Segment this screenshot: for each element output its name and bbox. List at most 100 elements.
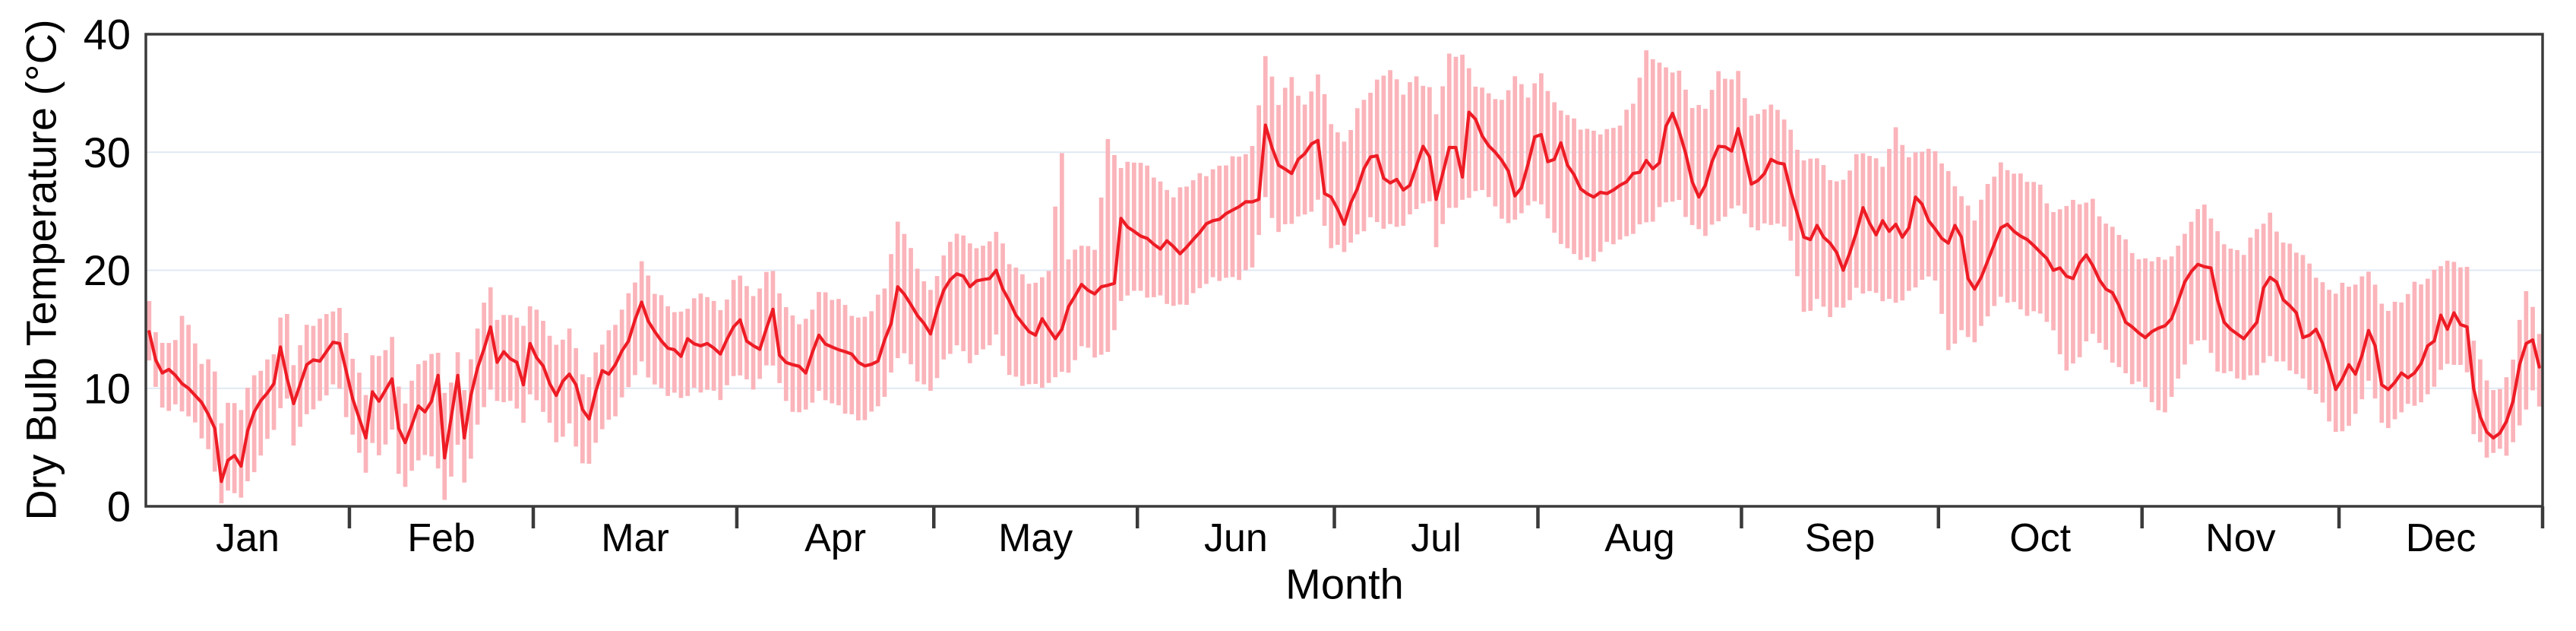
range-bar: [2012, 173, 2016, 303]
range-bar: [2064, 205, 2069, 371]
range-bar: [1749, 116, 1754, 228]
range-bar: [1145, 165, 1149, 298]
range-bar: [377, 356, 381, 455]
range-bar: [429, 354, 434, 457]
range-bar: [212, 371, 217, 472]
range-bar: [1224, 165, 1228, 278]
month-label-apr: Apr: [804, 516, 866, 560]
range-bar: [1210, 169, 1215, 277]
range-bar: [2057, 209, 2062, 354]
range-bar: [2037, 184, 2043, 314]
range-bar: [1342, 141, 1347, 252]
y-tick-label-40: 40: [84, 11, 131, 59]
y-tick-label-20: 20: [84, 246, 131, 294]
month-label-jun: Jun: [1204, 516, 1268, 560]
range-bar: [1190, 180, 1196, 293]
range-bar: [2530, 306, 2535, 391]
range-bar: [1446, 53, 1452, 208]
range-bar: [1945, 171, 1951, 350]
range-bar: [1828, 179, 1832, 318]
range-bar: [2340, 282, 2345, 432]
range-bar: [226, 402, 230, 491]
range-bar: [2498, 388, 2502, 449]
range-bar: [862, 316, 868, 420]
range-bar: [2327, 290, 2331, 422]
range-bar: [1066, 259, 1071, 373]
range-bar: [1703, 109, 1708, 236]
range-bar: [2241, 255, 2246, 380]
range-bar: [2280, 243, 2286, 362]
plot-border: [144, 33, 2544, 508]
range-bar: [501, 315, 506, 402]
range-bar: [665, 306, 670, 396]
range-bar: [1880, 166, 1885, 302]
x-tick-labels: Jan Feb Mar Apr May Jun Jul Aug Sep Oct Nov Dec: [216, 516, 2476, 560]
range-bar: [2235, 250, 2239, 379]
range-bar: [2005, 170, 2010, 303]
range-bar: [1979, 199, 1983, 326]
range-bar: [1729, 79, 1734, 209]
range-bar: [646, 275, 651, 378]
range-bar: [324, 314, 329, 396]
range-bar: [455, 352, 460, 445]
range-bar: [2163, 259, 2167, 413]
range-bar: [1073, 249, 1077, 360]
range-bar: [1887, 148, 1892, 300]
range-bar: [672, 312, 677, 393]
range-bar: [685, 309, 690, 396]
range-bar: [1736, 71, 1740, 206]
range-bar: [698, 293, 703, 393]
range-bar: [2018, 173, 2023, 309]
range-bar: [2484, 380, 2489, 458]
range-bar: [1926, 148, 1931, 277]
range-bar: [1650, 59, 1655, 222]
range-bar: [1060, 153, 1064, 372]
range-bar: [1217, 166, 1222, 281]
range-bar: [2176, 246, 2181, 379]
range-bar: [179, 316, 185, 412]
range-bar: [2366, 271, 2371, 381]
range-bar: [1466, 68, 1471, 198]
range-bar: [1427, 87, 1432, 201]
range-bar: [1079, 246, 1084, 347]
range-bar: [1414, 76, 1419, 210]
range-bar: [265, 359, 270, 439]
range-bar: [1460, 54, 1465, 200]
range-bar: [613, 325, 618, 417]
range-bar: [1171, 197, 1176, 306]
y-tick-label-10: 10: [84, 364, 131, 412]
range-bar: [1348, 130, 1353, 243]
range-bar: [842, 305, 848, 414]
range-bar: [160, 343, 165, 408]
range-bar: [1644, 50, 1648, 223]
range-bar: [1525, 97, 1531, 206]
range-bar: [1519, 84, 1524, 214]
range-bar: [1847, 170, 1852, 300]
range-bar: [856, 317, 861, 420]
range-bar: [1374, 79, 1380, 223]
range-bar: [2169, 256, 2174, 398]
range-bar: [1296, 95, 1301, 217]
range-bar: [1086, 246, 1091, 348]
range-bar: [1237, 157, 1241, 281]
range-bar: [633, 282, 637, 376]
range-bar: [1118, 168, 1124, 301]
range-bar: [1657, 62, 1662, 208]
range-bar: [2333, 293, 2338, 433]
range-bar: [1230, 156, 1235, 277]
range-bar: [1552, 102, 1557, 233]
range-bar: [2228, 249, 2233, 372]
month-label-jan: Jan: [216, 516, 280, 560]
range-bar: [1696, 105, 1702, 230]
range-bar: [1165, 189, 1169, 304]
range-bar: [653, 293, 657, 385]
range-bar: [1913, 152, 1918, 288]
range-bar: [2392, 301, 2397, 420]
month-label-aug: Aug: [1604, 516, 1675, 560]
range-bar: [1631, 103, 1636, 234]
range-bar: [482, 303, 486, 407]
y-axis-title: Dry Bulb Temperature (°C): [17, 19, 65, 521]
range-bar: [764, 271, 769, 366]
range-bar: [2129, 252, 2135, 385]
